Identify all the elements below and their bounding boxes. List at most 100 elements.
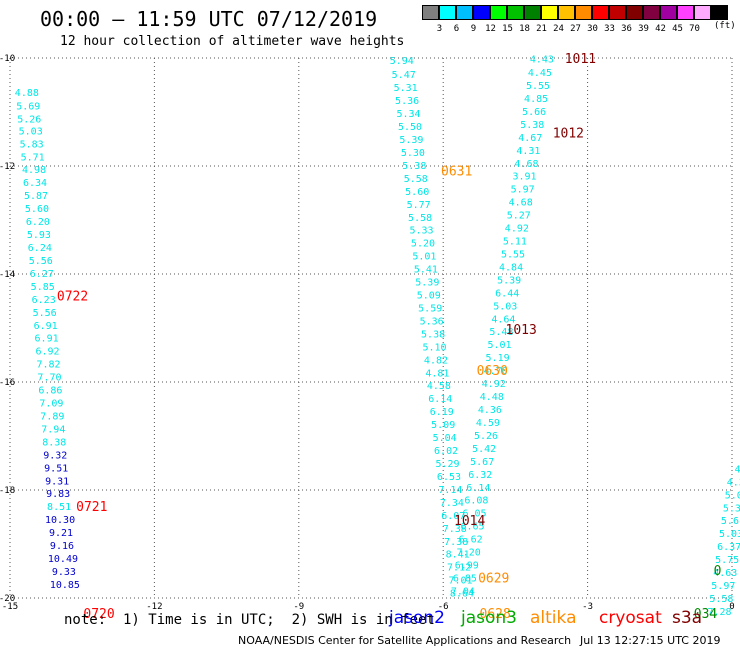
wave-height-value: 5.58: [709, 594, 733, 605]
wave-height-value: 5.55: [501, 249, 525, 260]
scale-label: 24: [553, 24, 564, 34]
wave-height-value: 5.50: [398, 122, 422, 133]
wave-height-value: 6.65: [461, 522, 485, 533]
wave-height-value: 6.14: [466, 483, 490, 494]
lon-tick-label: 0: [729, 602, 734, 612]
scale-swatch: [541, 5, 558, 20]
scale-label: 6: [453, 24, 460, 34]
wave-height-value: 4.48: [480, 392, 504, 403]
wave-height-value: 7.38: [443, 524, 467, 535]
pass-time-label: 0631: [441, 164, 472, 179]
lat-tick-label: -20: [0, 594, 15, 604]
scale-swatch: [473, 5, 490, 20]
wave-height-value: 7.34: [440, 498, 464, 509]
wave-height-value: 6.08: [464, 496, 488, 507]
wave-height-value: 5.77: [407, 200, 431, 211]
wave-height-value: 6.07: [441, 511, 465, 522]
wave-height-value: 8.64: [450, 589, 474, 600]
footer-note: note: 1) Time is in UTC; 2) SWH is in fe…: [64, 612, 435, 628]
wave-height-value: 4.81: [425, 368, 449, 379]
wave-height-value: 6.91: [34, 321, 58, 332]
wave-height-value: 6.99: [455, 561, 479, 572]
wave-height-value: 5.48: [489, 327, 513, 338]
scale-label: 27: [570, 24, 581, 34]
scale-label: 33: [604, 24, 615, 34]
scale-swatch: [456, 5, 473, 20]
wave-height-value: 4.58: [427, 381, 451, 392]
wave-height-value: 5.10: [422, 342, 446, 353]
wave-height-value: 4.45: [528, 68, 552, 79]
wave-height-value: 5.09: [417, 291, 441, 302]
wave-height-value: 4.43: [530, 55, 554, 66]
wave-height-value: 6.24: [28, 243, 52, 254]
wave-height-value: 4.36: [478, 405, 502, 416]
scale-label: 12: [485, 24, 496, 34]
wave-height-value: 5.38: [402, 161, 426, 172]
wave-height-value: 7.12: [447, 563, 471, 574]
wave-height-value: 4.85: [524, 94, 548, 105]
satellite-legend-item: jason2: [389, 608, 445, 628]
wave-height-value: 8.41: [446, 550, 470, 561]
wave-height-value: 5.01: [487, 340, 511, 351]
wave-height-value: 4.70: [484, 366, 508, 377]
scale-swatch: [694, 5, 711, 20]
scale-label: 21: [536, 24, 547, 34]
wave-height-value: 5.36: [395, 96, 419, 107]
wave-height-value: 4.: [735, 464, 740, 475]
wave-height-value: 5.39: [399, 135, 423, 146]
satellite-legend-item: altika: [530, 608, 577, 628]
wave-height-value: 5.47: [392, 70, 416, 81]
wave-height-value: 5.42: [472, 444, 496, 455]
wave-height-value: 4.68: [514, 159, 538, 170]
wave-height-value: 8.38: [42, 437, 66, 448]
wave-height-value: 5.56: [29, 256, 53, 267]
wave-height-value: 5.87: [24, 191, 48, 202]
wave-height-value: 6.19: [430, 407, 454, 418]
wave-height-value: 6.44: [495, 288, 519, 299]
lon-tick-label: -3: [582, 602, 593, 612]
pass-time-label: 0721: [76, 500, 107, 515]
lon-tick-label: -12: [146, 602, 162, 612]
wave-height-value: 7.28: [707, 607, 731, 618]
wave-height-value: 5.67: [470, 457, 494, 468]
lon-tick-label: -9: [293, 602, 304, 612]
scale-swatch: [626, 5, 643, 20]
wave-height-value: 7.14: [438, 485, 462, 496]
map-subtitle: 12 hour collection of altimeter wave hei…: [60, 34, 405, 49]
satellite-legend-item: s3a: [672, 608, 703, 628]
wave-height-value: 5.58: [408, 213, 432, 224]
wave-height-value: 5.56: [33, 308, 57, 319]
credit-line: NOAA/NESDIS Center for Satellite Applica…: [238, 634, 572, 647]
pass-time-label: 1014: [454, 514, 485, 529]
wave-height-value: 5.31: [394, 83, 418, 94]
wave-height-value: 5.04: [433, 433, 457, 444]
wave-height-value: 9.32: [43, 450, 67, 461]
wave-height-value: 5.58: [404, 174, 428, 185]
wave-height-value: 5.03: [719, 529, 740, 540]
wave-height-value: 9.33: [52, 567, 76, 578]
pass-time-label: 1011: [565, 52, 596, 67]
wave-height-value: 5.83: [20, 139, 44, 150]
wave-height-value: 5.97: [511, 185, 535, 196]
wave-height-value: 6.91: [35, 334, 59, 345]
scale-label: 36: [621, 24, 632, 34]
wave-height-value: 4.92: [505, 224, 529, 235]
wave-height-value: 5.59: [418, 303, 442, 314]
wave-height-value: 5.60: [25, 204, 49, 215]
wave-height-value: 5.26: [474, 431, 498, 442]
scale-swatch: [558, 5, 575, 20]
wave-height-value: 7.94: [41, 424, 65, 435]
wave-height-value: 9.21: [49, 528, 73, 539]
wave-height-value: 5.29: [435, 459, 459, 470]
wave-height-value: 10.30: [45, 515, 75, 526]
wave-height-value: 6.32: [468, 470, 492, 481]
scale-swatch: [575, 5, 592, 20]
wave-height-value: 6.02: [434, 446, 458, 457]
map-title: 00:00 – 11:59 UTC 07/12/2019: [40, 7, 378, 31]
wave-height-value: 7.04: [451, 586, 475, 597]
wave-height-value: 5.03: [19, 126, 43, 137]
lat-tick-label: -16: [0, 378, 15, 388]
wave-height-value: 6.05: [462, 509, 486, 520]
wave-height-value: 8.51: [47, 502, 71, 513]
wave-height-value: 5.36: [420, 316, 444, 327]
